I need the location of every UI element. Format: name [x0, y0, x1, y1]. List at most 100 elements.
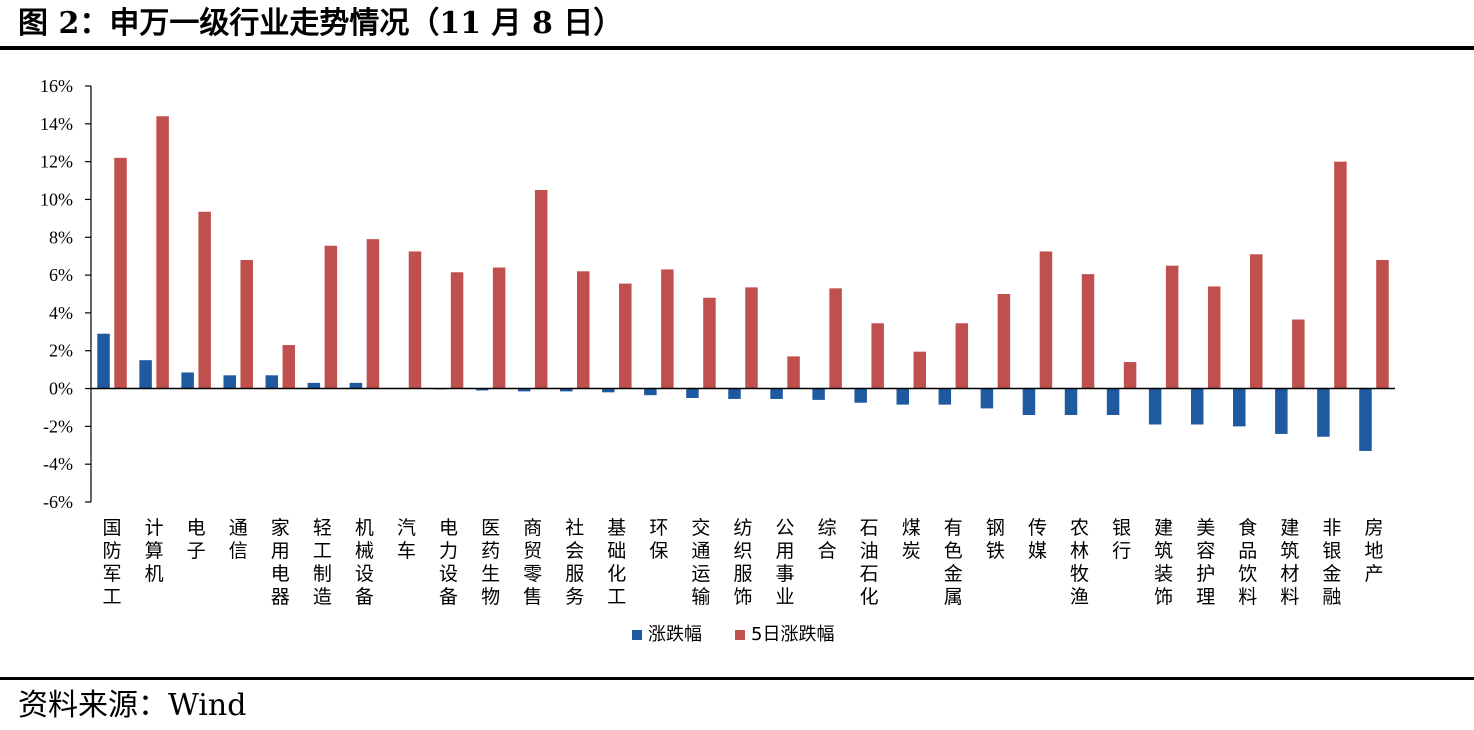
y-axis: 16% 14% 12% 10% 8% 6% 4% 2% 0% -2% -4% -6% [40, 76, 92, 512]
bar-daily-change [307, 382, 321, 389]
category-label: 有色金属 [944, 517, 963, 608]
bar-daily-change [1190, 388, 1204, 425]
legend-label: 涨跌幅 [648, 624, 702, 645]
bar-5day-change [997, 294, 1011, 389]
category-label: 纺织服饰 [733, 517, 752, 608]
bar-daily-change [223, 375, 236, 389]
bar-daily-change [1359, 388, 1372, 451]
category-label: 公用事业 [776, 517, 795, 608]
bar-daily-change [97, 333, 110, 389]
bar-daily-change [1148, 388, 1162, 425]
bar-5day-change [1165, 265, 1179, 389]
bar-daily-change [686, 388, 699, 398]
category-label: 煤炭 [902, 517, 921, 562]
category-label: 社会服务 [565, 517, 584, 608]
bar-daily-change [1317, 388, 1330, 437]
bar-5day-change [198, 211, 211, 389]
bar-5day-change [1334, 161, 1347, 389]
bar-5day-change [955, 323, 969, 389]
y-tick-label: 16% [40, 76, 73, 96]
category-label: 汽车 [397, 517, 416, 562]
category-label: 房地产 [1364, 517, 1383, 585]
bar-daily-change [770, 388, 783, 399]
category-label: 美容护理 [1196, 517, 1215, 608]
bar-5day-change [619, 283, 632, 389]
category-label: 机械设备 [355, 517, 374, 608]
bar-daily-change [1022, 388, 1036, 416]
category-label: 环保 [649, 517, 668, 562]
category-label: 家用电器 [271, 517, 290, 608]
category-label: 银行 [1112, 517, 1131, 562]
category-label: 建筑装饰 [1154, 517, 1173, 608]
bars [97, 116, 1389, 451]
category-label: 建筑材料 [1280, 517, 1299, 608]
bar-daily-change [349, 382, 363, 389]
bottom-divider [0, 677, 1474, 680]
y-tick-label: -6% [43, 492, 73, 512]
bar-5day-change [871, 323, 884, 389]
bar-daily-change [896, 388, 910, 405]
bar-5day-change [661, 269, 674, 389]
y-tick-label: 8% [49, 227, 73, 247]
category-label: 国防军工 [103, 517, 122, 608]
y-tick-label: 2% [49, 341, 73, 361]
bar-5day-change [1207, 286, 1221, 389]
bar-5day-change [408, 251, 422, 389]
category-label: 电子 [187, 517, 206, 562]
legend: 涨跌幅 5日涨跌幅 [632, 624, 834, 645]
bar-chart: 16% 14% 12% 10% 8% 6% 4% 2% 0% -2% -4% -6% 国防军工 计算机 电… [40, 76, 1395, 645]
y-tick-label: 10% [40, 189, 73, 209]
bar-5day-change [534, 190, 548, 389]
bar-daily-change [517, 388, 531, 392]
bar-daily-change [728, 388, 741, 399]
bar-daily-change [1064, 388, 1078, 416]
y-tick-label: -2% [43, 416, 73, 436]
bar-daily-change [181, 372, 194, 389]
legend-swatch [735, 630, 745, 640]
bar-daily-change [812, 388, 825, 400]
y-tick-label: -4% [43, 454, 73, 474]
bar-5day-change [1039, 251, 1053, 389]
source-note: 资料来源：Wind [18, 688, 247, 723]
bar-daily-change [854, 388, 867, 403]
bar-daily-change [475, 388, 489, 391]
category-label: 交通运输 [691, 517, 710, 608]
bar-daily-change [644, 388, 657, 396]
bar-5day-change [156, 116, 169, 389]
bar-5day-change [282, 345, 296, 389]
category-label: 食品饮料 [1238, 517, 1257, 608]
bar-5day-change [787, 356, 800, 389]
category-label: 基础化工 [607, 517, 626, 608]
bar-daily-change [265, 375, 279, 389]
bar-5day-change [745, 287, 758, 389]
bar-daily-change [1233, 388, 1246, 427]
bar-daily-change [139, 360, 152, 389]
y-tick-label: 14% [40, 114, 73, 134]
bar-daily-change [1106, 388, 1120, 416]
y-tick-label: 4% [49, 303, 73, 323]
category-label: 综合 [818, 517, 837, 562]
bar-5day-change [450, 272, 464, 389]
top-divider [0, 46, 1474, 50]
category-label: 石油石化 [860, 517, 879, 608]
category-label: 计算机 [145, 517, 164, 585]
category-label: 传媒 [1028, 517, 1047, 562]
bar-5day-change [114, 157, 127, 389]
category-label: 农林牧渔 [1070, 517, 1089, 608]
category-label: 电力设备 [439, 517, 458, 608]
bar-5day-change [703, 297, 716, 389]
bar-5day-change [1123, 362, 1137, 389]
bar-5day-change [366, 239, 380, 389]
figure-title: 图 2：申万一级行业走势情况（11 月 8 日） [18, 6, 624, 41]
bar-5day-change [324, 245, 338, 389]
bar-5day-change [1250, 254, 1263, 389]
bar-5day-change [1292, 319, 1305, 389]
bar-5day-change [829, 288, 842, 389]
legend-swatch [632, 630, 642, 640]
y-tick-label: 6% [49, 265, 73, 285]
bar-5day-change [1376, 259, 1389, 389]
category-label: 钢铁 [986, 517, 1005, 562]
bar-5day-change [1081, 274, 1095, 389]
bar-5day-change [913, 351, 927, 389]
